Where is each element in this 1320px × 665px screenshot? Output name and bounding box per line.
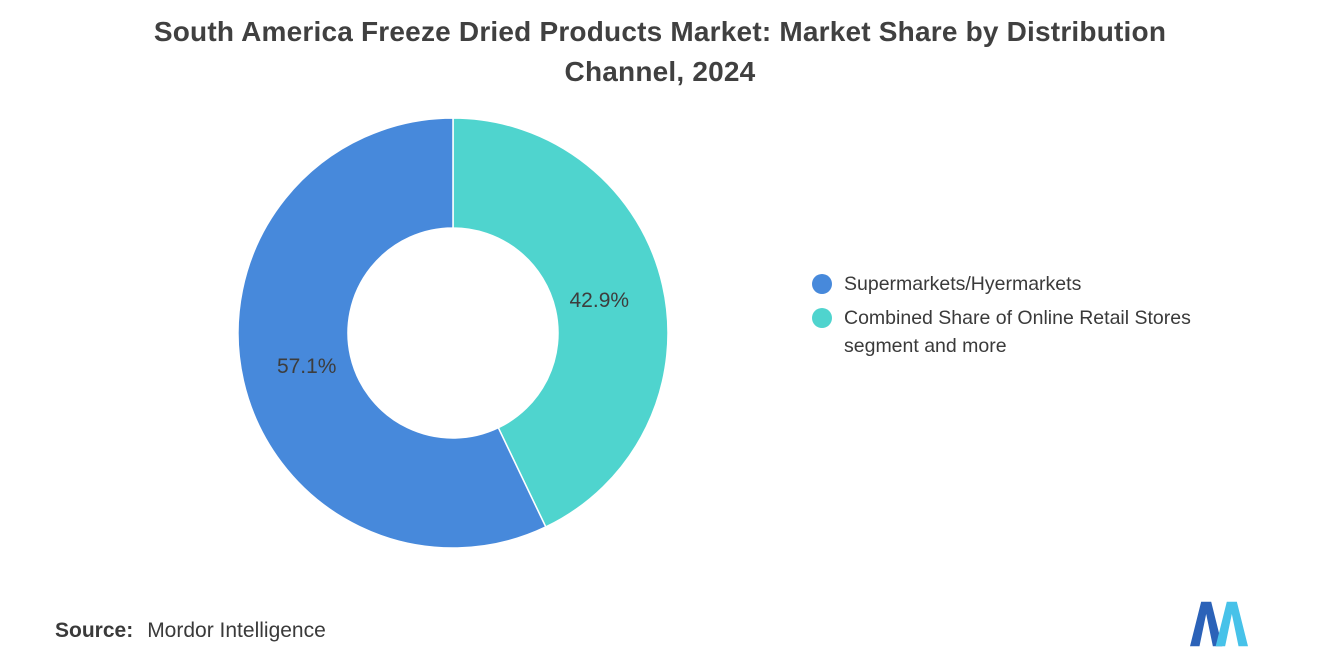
donut-chart: 42.9% 57.1% xyxy=(237,117,669,549)
logo-right-chevron xyxy=(1215,601,1248,647)
chart-title: South America Freeze Dried Products Mark… xyxy=(153,16,1167,87)
source-value: Mordor Intelligence xyxy=(147,619,326,642)
mordor-intelligence-logo xyxy=(1190,601,1248,647)
chart-legend: Supermarkets/Hyermarkets Combined Share … xyxy=(812,270,1262,366)
slice-value-label-1: 42.9% xyxy=(570,289,630,312)
donut-slice-0 xyxy=(237,117,547,549)
donut-chart-svg: 42.9% 57.1% xyxy=(237,117,669,549)
source-line: Source: Mordor Intelligence xyxy=(55,619,326,643)
legend-item-supermarkets: Supermarkets/Hyermarkets xyxy=(812,270,1262,298)
slice-value-label-0: 57.1% xyxy=(277,355,337,378)
logo-left-chevron xyxy=(1190,601,1223,647)
legend-item-online-retail: Combined Share of Online Retail Stores s… xyxy=(812,304,1262,360)
legend-label-supermarkets: Supermarkets/Hyermarkets xyxy=(844,273,1082,295)
legend-label-online-retail: Combined Share of Online Retail Stores s… xyxy=(844,307,1191,357)
legend-swatch-online-retail xyxy=(812,308,832,328)
donut-slice-1 xyxy=(452,117,669,528)
legend-swatch-supermarkets xyxy=(812,274,832,294)
source-label: Source: xyxy=(55,619,134,642)
